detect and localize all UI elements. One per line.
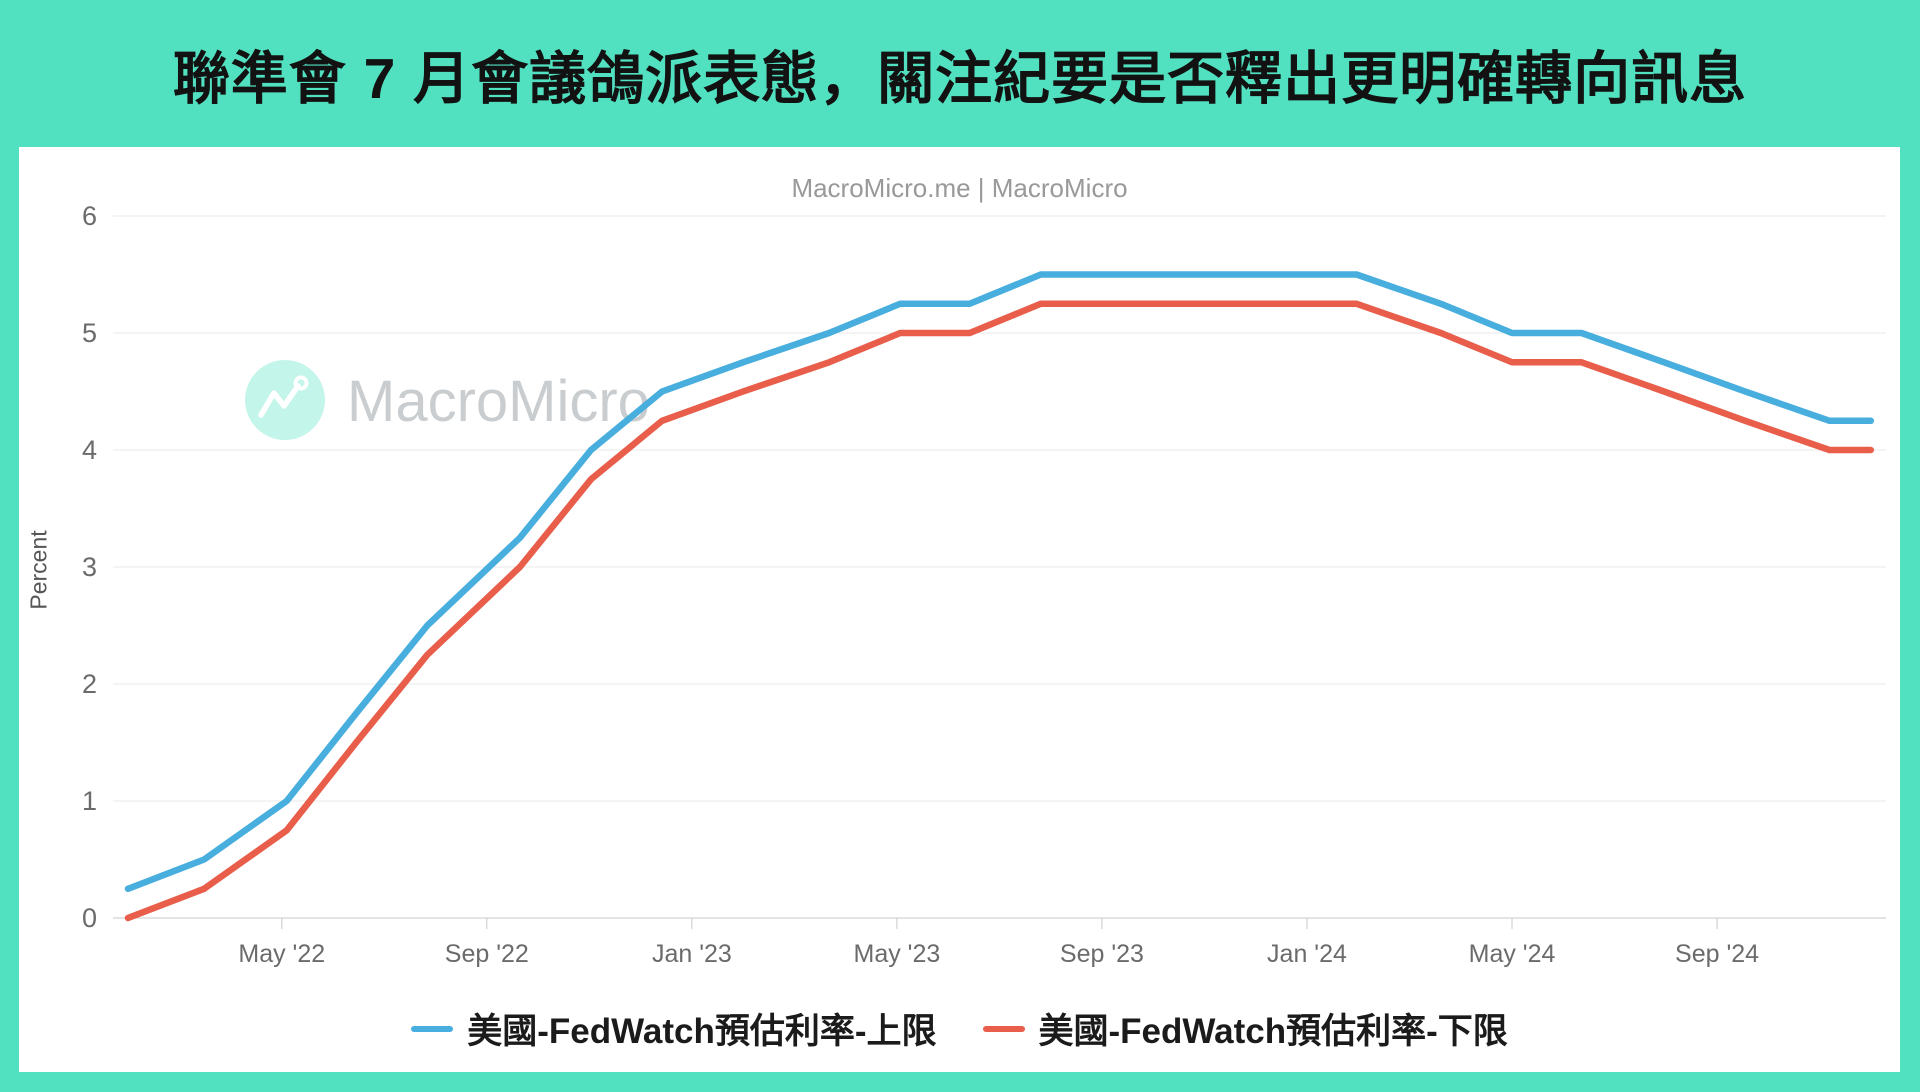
- legend-item-lower[interactable]: 美國-FedWatch預估利率-下限: [982, 1003, 1508, 1054]
- legend-dash-icon: [411, 1025, 454, 1032]
- chart-card: MacroMicro MacroMicro.me | MacroMicro Pe…: [19, 147, 1900, 1072]
- chart-canvas: MacroMicro: [113, 215, 1886, 929]
- series-line-upper[interactable]: [124, 271, 1875, 893]
- legend-label: 美國-FedWatch預估利率-上限: [467, 1012, 937, 1051]
- legend-label: 美國-FedWatch預估利率-下限: [1038, 1012, 1508, 1051]
- legend-dash-icon: [982, 1025, 1025, 1032]
- watermark-dot-icon: [293, 375, 309, 391]
- legend-item-upper[interactable]: 美國-FedWatch預估利率-上限: [411, 1003, 937, 1054]
- series-line-lower[interactable]: [124, 300, 1875, 922]
- page-title: 聯準會 7 月會議鴿派表態，關注紀要是否釋出更明確轉向訊息: [172, 46, 1748, 111]
- watermark-zigzag-icon: [258, 383, 301, 418]
- watermark-text: MacroMicro: [347, 369, 650, 434]
- legend: 美國-FedWatch預估利率-上限 美國-FedWatch預估利率-下限: [19, 1003, 1900, 1054]
- title-banner: 聯準會 7 月會議鴿派表態，關注紀要是否釋出更明確轉向訊息: [0, 0, 1920, 147]
- watermark-logo: MacroMicro: [245, 360, 650, 440]
